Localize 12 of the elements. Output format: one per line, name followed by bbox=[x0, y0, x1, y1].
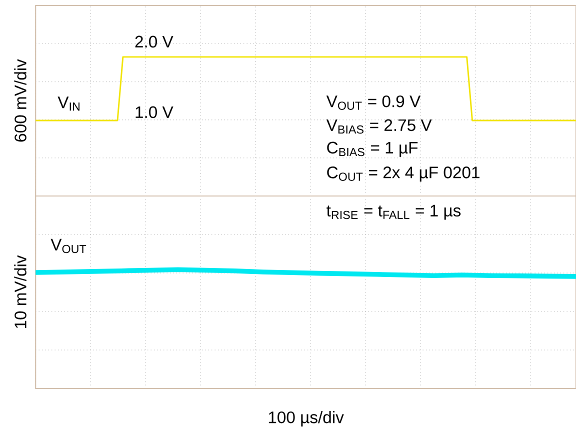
annotation: C$_{BIAS}$ = 1 µF bbox=[327, 142, 418, 157]
annotation: V$_{BIAS}$ = 2.75 V bbox=[326, 119, 432, 134]
x-axis-title: 100 µs/div bbox=[268, 411, 344, 427]
series-label: V$_{IN}$ bbox=[58, 96, 80, 111]
y-axis-title: 600 mV/div bbox=[14, 59, 26, 142]
text: t$_{RISE}$ = t$_{FALL}$ = 1 µs bbox=[326, 204, 461, 220]
annotation: V$_{OUT}$ = 0.9 V bbox=[326, 95, 421, 110]
text: 2.0 V bbox=[135, 36, 174, 48]
series-label: V$_{OUT}$ bbox=[50, 238, 86, 254]
annotation: 1.0 V bbox=[136, 106, 174, 118]
y-axis-title: 10 mV/div bbox=[14, 255, 26, 328]
annotation: C$_{OUT}$ = 2x 4 µF 0201 bbox=[327, 166, 480, 182]
